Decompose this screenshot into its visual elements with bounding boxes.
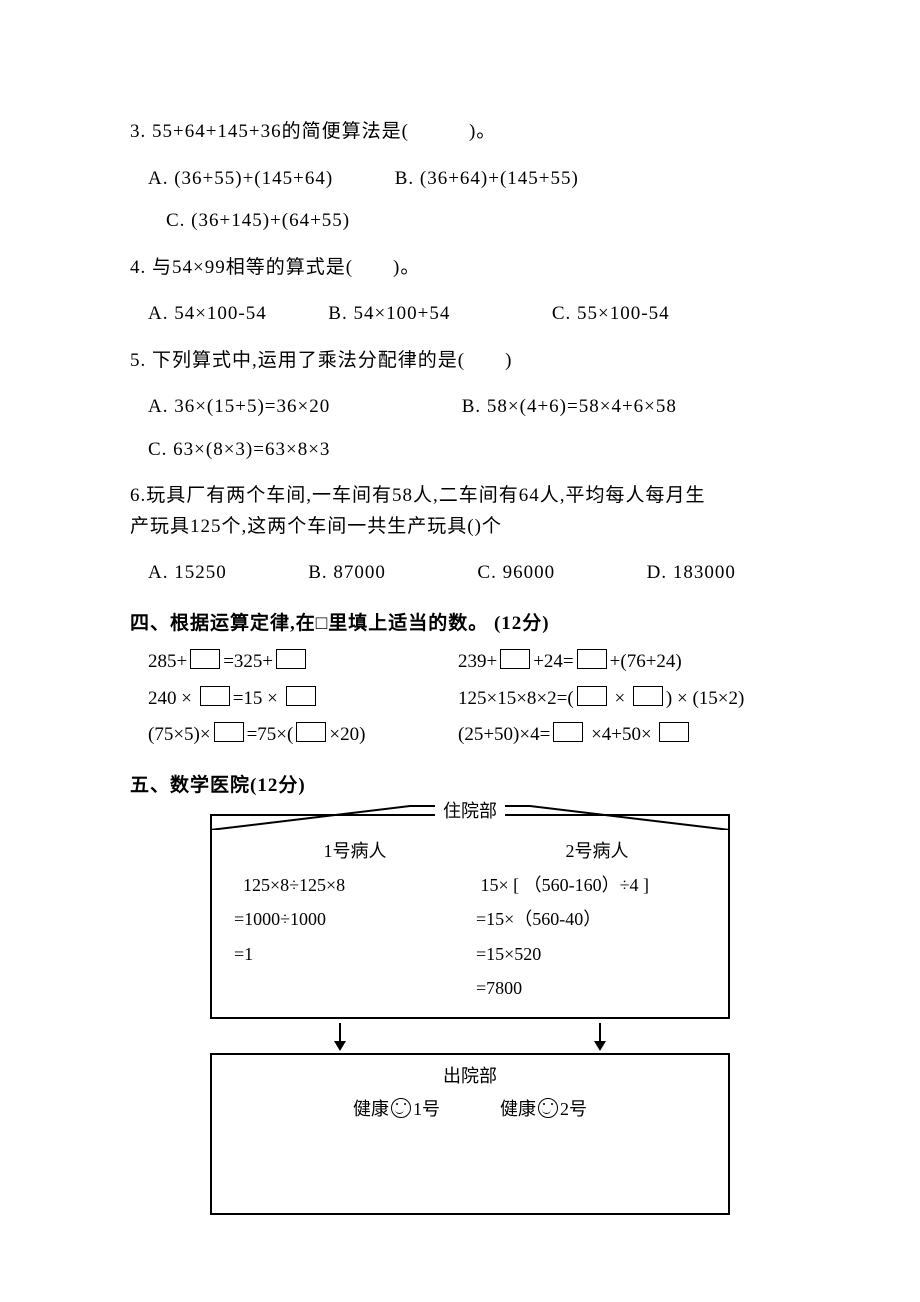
text: ) × (15×2) [666, 688, 744, 709]
text: =15 × [233, 688, 283, 709]
question-6-line1: 6.玩具厂有两个车间,一车间有58人,二车间有64人,平均每人每月生 [130, 482, 810, 511]
question-3-options-row1: A. (36+55)+(145+64) B. (36+64)+(145+55) [148, 165, 810, 194]
q3-option-A: A. (36+55)+(145+64) [148, 168, 333, 189]
text: (75×5)× [148, 724, 211, 745]
fill-row-2: 240 × =15 × 125×15×8×2=( × ) × (15×2) [148, 685, 810, 714]
text: 健康 [353, 1099, 389, 1119]
text: 健康 [500, 1099, 536, 1119]
blank-box[interactable] [296, 722, 326, 742]
patient-2-title: 2号病人 [476, 834, 718, 868]
blank-box[interactable] [190, 649, 220, 669]
healthy-slot-2: 健康 2号 [500, 1096, 587, 1123]
text: 1号 [413, 1099, 440, 1119]
question-3-options-row2: C. (36+145)+(64+55) [166, 207, 810, 236]
section-5-title: 五、数学医院(12分) [130, 772, 810, 801]
hospital-outpatient: 出院部 健康 1号 健康 2号 [210, 1053, 730, 1215]
text: 239+ [458, 651, 497, 672]
question-5-text: 5. 下列算式中,运用了乘法分配律的是( ) [130, 347, 810, 376]
section-4-blanks: 285+ =325+ 239+ +24= +(76+24) 240 × =15 × 1… [148, 648, 810, 750]
text: ×4+50× [586, 724, 656, 745]
text: +24= [533, 651, 573, 672]
q4-option-A: A. 54×100-54 [148, 303, 267, 324]
q3-option-B: B. (36+64)+(145+55) [395, 168, 579, 189]
q6-option-B: B. 87000 [308, 562, 386, 583]
inpatient-label: 住院部 [435, 798, 505, 825]
p1-l2: =1000÷1000 [234, 902, 476, 936]
blank-box[interactable] [553, 722, 583, 742]
q4-option-B: B. 54×100+54 [328, 303, 450, 324]
patient-1-title: 1号病人 [234, 834, 476, 868]
smile-icon [391, 1098, 411, 1118]
healthy-slot-1: 健康 1号 [353, 1096, 440, 1123]
question-4-options: A. 54×100-54 B. 54×100+54 C. 55×100-54 [148, 300, 810, 329]
question-5-options-row1: A. 36×(15+5)=36×20 B. 58×(4+6)=58×4+6×58 [148, 393, 810, 422]
q4-option-C: C. 55×100-54 [552, 303, 670, 324]
text: 285+ [148, 651, 187, 672]
hospital-arrows [210, 1023, 730, 1053]
blank-box[interactable] [633, 686, 663, 706]
blank-box[interactable] [659, 722, 689, 742]
text: +(76+24) [610, 651, 682, 672]
p2-l2: =15×（560-40） [476, 902, 718, 936]
blank-box[interactable] [214, 722, 244, 742]
p1-l1: 125×8÷125×8 [234, 868, 476, 902]
q3-option-C: C. (36+145)+(64+55) [166, 210, 350, 231]
question-3-text: 3. 55+64+145+36的简便算法是( )。 [130, 118, 810, 147]
q5-option-B: B. 58×(4+6)=58×4+6×58 [462, 396, 677, 417]
fill-row-1: 285+ =325+ 239+ +24= +(76+24) [148, 648, 810, 677]
worksheet-page: 3. 55+64+145+36的简便算法是( )。 A. (36+55)+(14… [0, 0, 920, 1302]
text: ×20) [329, 724, 365, 745]
text: × [610, 688, 630, 709]
text: (25+50)×4= [458, 724, 550, 745]
q6-option-A: A. 15250 [148, 562, 227, 583]
question-5-options-row2: C. 63×(8×3)=63×8×3 [148, 436, 810, 465]
q6-option-D: D. 183000 [647, 562, 736, 583]
section-4-title: 四、根据运算定律,在□里填上适当的数。 (12分) [130, 610, 810, 639]
patient-2: 2号病人 15× [ （560-160）÷4 ] =15×（560-40） =1… [476, 834, 718, 1005]
q5-option-C: C. 63×(8×3)=63×8×3 [148, 439, 330, 460]
fill-row-3: (75×5)× =75×( ×20) (25+50)×4= ×4+50× [148, 721, 810, 750]
text: 125×15×8×2=( [458, 688, 574, 709]
question-6-line2: 产玩具125个,这两个车间一共生产玩具()个 [130, 513, 810, 542]
patient-1: 1号病人 125×8÷125×8 =1000÷1000 =1 [234, 834, 476, 1005]
blank-box[interactable] [577, 649, 607, 669]
hospital-inpatient: 住院部 1号病人 125×8÷125×8 =1000÷1000 =1 2号病人 … [210, 814, 730, 1019]
outpatient-label: 出院部 [222, 1063, 718, 1090]
text: 240 × [148, 688, 197, 709]
blank-box[interactable] [500, 649, 530, 669]
blank-box[interactable] [200, 686, 230, 706]
smile-icon [538, 1098, 558, 1118]
q5-option-A: A. 36×(15+5)=36×20 [148, 396, 330, 417]
math-hospital: 住院部 1号病人 125×8÷125×8 =1000÷1000 =1 2号病人 … [210, 814, 730, 1215]
q6-option-C: C. 96000 [477, 562, 555, 583]
text: 2号 [560, 1099, 587, 1119]
arrow-2 [470, 1023, 730, 1053]
text: =325+ [223, 651, 273, 672]
question-4-text: 4. 与54×99相等的算式是( )。 [130, 254, 810, 283]
blank-box[interactable] [276, 649, 306, 669]
p2-l4: =7800 [476, 971, 718, 1005]
blank-box[interactable] [286, 686, 316, 706]
p1-l3: =1 [234, 937, 476, 971]
p2-l3: =15×520 [476, 937, 718, 971]
question-6-options: A. 15250 B. 87000 C. 96000 D. 183000 [148, 559, 810, 588]
text: =75×( [247, 724, 294, 745]
arrow-1 [210, 1023, 470, 1053]
blank-box[interactable] [577, 686, 607, 706]
p2-l1: 15× [ （560-160）÷4 ] [476, 868, 718, 902]
